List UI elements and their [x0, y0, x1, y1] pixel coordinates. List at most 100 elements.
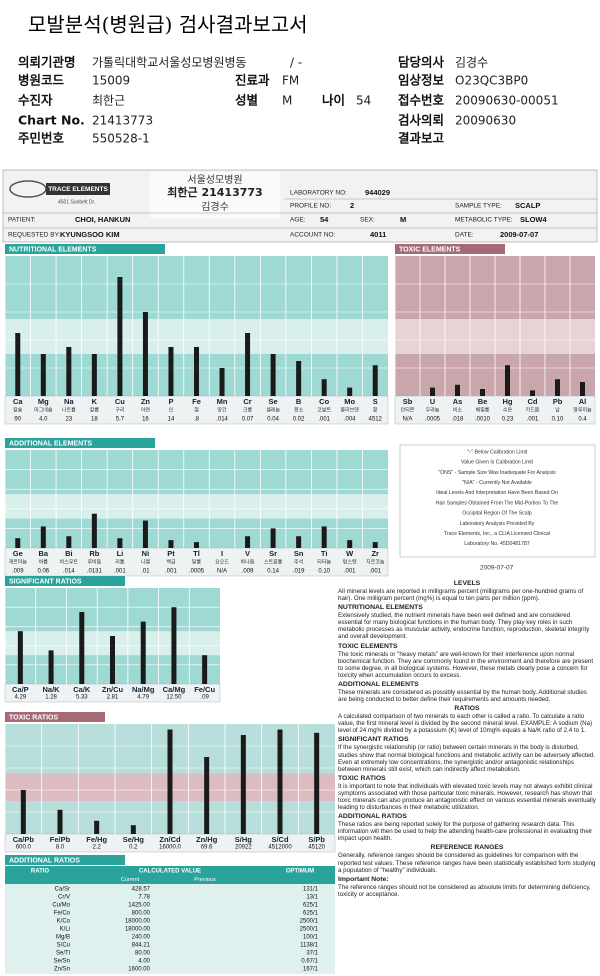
- table-header: CALCULATED VALUE: [139, 869, 201, 875]
- bar: [17, 631, 23, 684]
- ratio-value: 1600.00: [128, 967, 150, 973]
- field-value: M: [282, 94, 292, 108]
- element-value: .001: [369, 569, 381, 575]
- element-value: 4512: [369, 417, 383, 423]
- element-name: 납: [555, 407, 560, 414]
- element-value: .001: [527, 417, 539, 423]
- table-subheader: Previous: [194, 877, 216, 883]
- note-text: Generally, reference ranges should be co…: [338, 852, 596, 874]
- panel-title-bar: [5, 244, 165, 254]
- element-symbol: U: [430, 397, 435, 406]
- bar: [321, 526, 327, 548]
- element-value: .09: [200, 695, 209, 701]
- element-symbol: Cr: [243, 397, 251, 406]
- element-value: 0.23: [502, 417, 514, 423]
- element-name: 안티몬: [401, 407, 415, 414]
- note-text: These ratios are being reported solely f…: [338, 821, 593, 843]
- element-value: 0.07: [242, 417, 254, 423]
- label-strip: [4, 395, 389, 425]
- element-symbol: S/Hg: [235, 835, 253, 844]
- element-name: 망간: [217, 407, 227, 414]
- bar: [15, 333, 21, 396]
- element-symbol: S/Pb: [308, 835, 325, 844]
- ratio-name: Cr/V: [58, 895, 70, 901]
- field-label: 진료과: [235, 73, 270, 88]
- element-name: 리튬: [115, 559, 125, 566]
- element-value: 0.02: [293, 417, 305, 423]
- element-name: 아연: [141, 407, 151, 414]
- element-value: .01: [141, 569, 150, 575]
- field-value: 15009: [92, 74, 130, 88]
- ratio-name: Cu/Mo: [52, 903, 70, 909]
- ratio-value: 428.57: [132, 887, 151, 893]
- element-name: 붕소: [294, 408, 304, 414]
- info-value: SLOW4: [520, 215, 547, 224]
- ratio-optimum: 13/1: [306, 895, 318, 901]
- handwritten: 최한근 21413773: [167, 185, 262, 199]
- bar: [505, 365, 510, 396]
- element-symbol: Mo: [344, 397, 355, 406]
- element-symbol: Al: [579, 397, 587, 406]
- element-value: 23: [65, 417, 72, 423]
- legend-text: "ONS" - Sample Size Was Inadequate For A…: [438, 470, 556, 476]
- element-value: .018: [452, 417, 464, 423]
- note-text: All mineral levels are reported in milli…: [338, 588, 584, 603]
- bar: [171, 607, 177, 684]
- bar: [270, 354, 276, 396]
- element-name: 요오드: [215, 560, 229, 566]
- element-symbol: Ca/Mg: [163, 685, 186, 694]
- ratio-name: Se/Sn: [54, 959, 70, 965]
- element-name: 칼륨: [90, 407, 100, 414]
- bar: [219, 368, 225, 396]
- element-symbol: B: [296, 397, 302, 406]
- bar: [66, 536, 72, 548]
- info-value: 2009-07-07: [500, 230, 538, 239]
- element-name: 몰리브덴: [340, 407, 359, 414]
- ratio-optimum: 2500/1: [300, 919, 319, 925]
- element-name: 나트륨: [62, 407, 76, 414]
- element-value: 600.0: [16, 845, 32, 851]
- legend-text: Trace Elements, Inc., a CLIA Licensed Cl…: [444, 531, 550, 537]
- element-value: .009: [242, 569, 254, 575]
- note-heading: TOXIC ELEMENTS: [338, 642, 398, 650]
- field-label: 검사의뢰: [398, 113, 444, 128]
- element-symbol: Sr: [269, 549, 277, 558]
- element-value: 90: [14, 417, 21, 423]
- element-symbol: Mg: [38, 397, 49, 406]
- info-value: 2: [350, 201, 354, 210]
- element-symbol: Na: [64, 397, 74, 406]
- ratio-value: 844.21: [132, 943, 151, 949]
- legend-text: Hair Samples Obtained From The Mid-Porti…: [436, 500, 559, 506]
- ratio-name: Fe/Co: [54, 911, 71, 917]
- element-value: 18: [91, 417, 98, 423]
- bar: [140, 621, 146, 684]
- bar: [430, 387, 435, 396]
- element-value: .0005: [425, 417, 441, 423]
- legend-box: [399, 444, 596, 558]
- field-value: 550528-1: [92, 132, 150, 146]
- bar: [40, 526, 46, 548]
- element-value: 12.50: [166, 695, 182, 701]
- element-symbol: V: [245, 549, 250, 558]
- legend-text: "N/A" - Currently Not Available: [462, 480, 532, 486]
- note-heading: ADDITIONAL ELEMENTS: [338, 680, 419, 688]
- panel-title: ADDITIONAL ELEMENTS: [9, 440, 92, 447]
- handwritten: 서울성모병원: [187, 174, 242, 186]
- bar: [110, 636, 115, 684]
- ratio-optimum: 2500/1: [300, 927, 319, 933]
- bar: [240, 735, 246, 834]
- ratio-value: 4.00: [138, 959, 150, 965]
- ratio-name: Se/Tl: [56, 951, 70, 957]
- ratio-name: Mg/B: [56, 935, 70, 941]
- legend-text: Ideal Levels And Interpretation Have Bee…: [436, 490, 558, 496]
- bar: [347, 387, 353, 396]
- ratio-optimum: 37/1: [306, 951, 318, 957]
- element-value: 5.7: [116, 417, 125, 423]
- element-symbol: Na/K: [43, 685, 61, 694]
- bar: [204, 757, 210, 834]
- bar: [91, 354, 97, 396]
- info-value: SCALP: [515, 201, 540, 210]
- ratio-value: 1425.00: [128, 903, 150, 909]
- element-name: 칼슘: [13, 407, 23, 414]
